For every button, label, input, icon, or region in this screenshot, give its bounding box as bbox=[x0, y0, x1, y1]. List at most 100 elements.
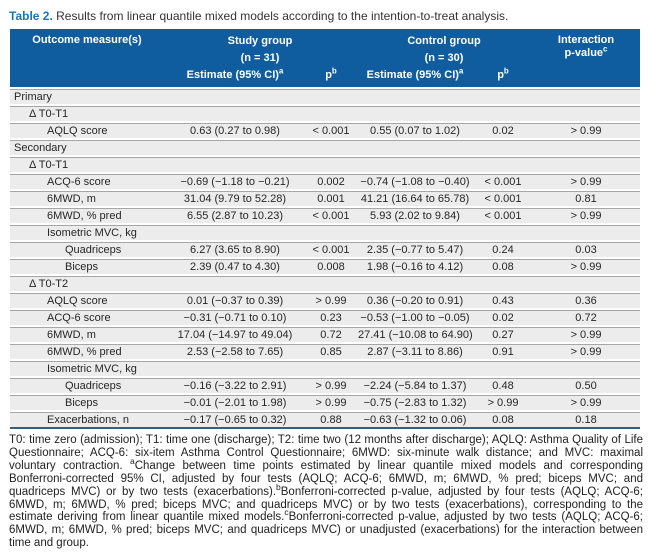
interaction-p-value: > 0.99 bbox=[532, 393, 641, 410]
study-estimate: −0.31 (−0.71 to 0.10) bbox=[164, 308, 306, 325]
col-header-estimate-control: Estimate (95% CI)a bbox=[356, 66, 474, 87]
study-estimate: 6.27 (3.65 to 8.90) bbox=[164, 240, 306, 257]
outcome-label: AQLQ score bbox=[10, 291, 164, 308]
outcome-label: Quadriceps bbox=[10, 376, 164, 393]
outcome-label: Biceps bbox=[10, 257, 164, 274]
study-p-value: 0.002 bbox=[306, 172, 356, 189]
footnote-marker-a: a bbox=[458, 66, 464, 76]
table-section-row: Secondary bbox=[10, 138, 641, 155]
interaction-p-value: > 0.99 bbox=[532, 121, 641, 138]
table-row: 6MWD, m 31.04 (9.79 to 52.28) 0.001 41.21 (… bbox=[10, 189, 641, 206]
interaction-p-value: > 0.99 bbox=[532, 257, 641, 274]
outcome-label: 6MWD, m bbox=[10, 189, 164, 206]
interaction-label-line2: p-valuec bbox=[564, 44, 608, 59]
study-p-value: > 0.99 bbox=[306, 291, 356, 308]
table-section-row: Δ T0-T1 bbox=[10, 155, 641, 172]
section-label: Δ T0-T1 bbox=[10, 104, 641, 121]
control-estimate: −0.53 (−1.00 to −0.05) bbox=[356, 308, 474, 325]
control-p-value: 0.27 bbox=[474, 325, 533, 342]
study-p-value: 0.008 bbox=[306, 257, 356, 274]
control-estimate: −0.75 (−2.83 to 1.32) bbox=[356, 393, 474, 410]
control-p-value: < 0.001 bbox=[474, 206, 533, 223]
control-estimate: 27.41 (−10.08 to 64.90) bbox=[356, 325, 474, 342]
footnote-marker-b: b bbox=[276, 481, 281, 492]
control-p-value: < 0.001 bbox=[474, 172, 533, 189]
footnote-marker-c: c bbox=[603, 44, 608, 54]
table-section-row: Isometric MVC, kg bbox=[10, 359, 641, 376]
outcome-label: ACQ-6 score bbox=[10, 172, 164, 189]
control-estimate: −0.63 (−1.32 to 0.06) bbox=[356, 410, 474, 427]
control-p-value: 0.91 bbox=[474, 342, 533, 359]
table-row: AQLQ score 0.63 (0.27 to 0.98) < 0.001 0.55… bbox=[10, 121, 641, 138]
interaction-p-value: 0.18 bbox=[532, 410, 641, 427]
control-estimate: 5.93 (2.02 to 9.84) bbox=[356, 206, 474, 223]
control-p-value: 0.08 bbox=[474, 257, 533, 274]
study-estimate: −0.17 (−0.65 to 0.32) bbox=[164, 410, 306, 427]
control-p-value: 0.08 bbox=[474, 410, 533, 427]
interaction-p-value: > 0.99 bbox=[532, 172, 641, 189]
study-group-n: (n = 31) bbox=[164, 50, 356, 66]
control-estimate: −0.74 (−1.08 to −0.40) bbox=[356, 172, 474, 189]
interaction-p-value: 0.72 bbox=[532, 308, 641, 325]
section-label: Isometric MVC, kg bbox=[10, 359, 641, 376]
table-caption-text: Results from linear quantile mixed model… bbox=[52, 9, 509, 23]
table-section-row: Δ T0-T1 bbox=[10, 104, 641, 121]
outcome-label: Exacerbations, n bbox=[10, 410, 164, 427]
table-header: Outcome measure(s) Study group Control g… bbox=[10, 29, 641, 87]
table-section-row: Isometric MVC, kg bbox=[10, 223, 641, 240]
outcome-label: 6MWD, m bbox=[10, 325, 164, 342]
section-label: Δ T0-T1 bbox=[10, 155, 641, 172]
footnote-marker-a: a bbox=[278, 66, 284, 76]
study-estimate: 2.39 (0.47 to 4.30) bbox=[164, 257, 306, 274]
interaction-label-line1: Interaction bbox=[557, 34, 615, 46]
table-row: 6MWD, m 17.04 (−14.97 to 49.04) 0.72 27.41 … bbox=[10, 325, 641, 342]
table-row: Biceps 2.39 (0.47 to 4.30) 0.008 1.98 (−0.1… bbox=[10, 257, 641, 274]
study-p-value: 0.88 bbox=[306, 410, 356, 427]
table-row: Quadriceps 6.27 (3.65 to 8.90) < 0.001 2.35… bbox=[10, 240, 641, 257]
control-estimate: 0.36 (−0.20 to 0.91) bbox=[356, 291, 474, 308]
table-number: Table 2. bbox=[9, 9, 53, 23]
interaction-p-value: 0.03 bbox=[532, 240, 641, 257]
col-header-estimate-study: Estimate (95% CI)a bbox=[164, 66, 306, 87]
section-label: Primary bbox=[10, 87, 641, 104]
study-estimate: −0.69 (−1.18 to −0.21) bbox=[164, 172, 306, 189]
control-estimate: 0.55 (0.07 to 1.02) bbox=[356, 121, 474, 138]
study-estimate: 2.53 (−2.58 to 7.65) bbox=[164, 342, 306, 359]
col-header-p-study: pb bbox=[306, 66, 356, 87]
table-row: ACQ-6 score −0.31 (−0.71 to 0.10) 0.23 −0.5… bbox=[10, 308, 641, 325]
table-row: 6MWD, % pred 6.55 (2.87 to 10.23) < 0.001 5… bbox=[10, 206, 641, 223]
study-estimate: 0.63 (0.27 to 0.98) bbox=[164, 121, 306, 138]
table-row: 6MWD, % pred 2.53 (−2.58 to 7.65) 0.85 2.87… bbox=[10, 342, 641, 359]
control-estimate: −2.24 (−5.84 to 1.37) bbox=[356, 376, 474, 393]
table-row: Biceps −0.01 (−2.01 to 1.98) > 0.99 −0.75 (… bbox=[10, 393, 641, 410]
outcome-label: Biceps bbox=[10, 393, 164, 410]
table-footnote: T0: time zero (admission); T1: time one … bbox=[9, 434, 643, 550]
study-estimate: 17.04 (−14.97 to 49.04) bbox=[164, 325, 306, 342]
interaction-p-value: > 0.99 bbox=[532, 206, 641, 223]
control-group-n: (n = 30) bbox=[356, 50, 533, 66]
table-row: ACQ-6 score −0.69 (−1.18 to −0.21) 0.002 −0… bbox=[10, 172, 641, 189]
interaction-p-value: 0.81 bbox=[532, 189, 641, 206]
control-estimate: 41.21 (16.64 to 65.78) bbox=[356, 189, 474, 206]
control-p-value: > 0.99 bbox=[474, 393, 533, 410]
control-estimate: 1.98 (−0.16 to 4.12) bbox=[356, 257, 474, 274]
interaction-p-value: 0.36 bbox=[532, 291, 641, 308]
study-estimate: −0.16 (−3.22 to 2.91) bbox=[164, 376, 306, 393]
interaction-p-value: > 0.99 bbox=[532, 325, 641, 342]
study-estimate: 31.04 (9.79 to 52.28) bbox=[164, 189, 306, 206]
section-label: Δ T0-T2 bbox=[10, 274, 641, 291]
table-caption: Table 2. Results from linear quantile mi… bbox=[9, 9, 642, 24]
interaction-p-value: 0.50 bbox=[532, 376, 641, 393]
outcome-label: AQLQ score bbox=[10, 121, 164, 138]
table-body: Primary Δ T0-T1 AQLQ score 0.63 (0.27 to 0.… bbox=[10, 87, 641, 427]
study-estimate: 0.01 (−0.37 to 0.39) bbox=[164, 291, 306, 308]
study-p-value: 0.85 bbox=[306, 342, 356, 359]
section-label: Isometric MVC, kg bbox=[10, 223, 641, 240]
outcome-label: Quadriceps bbox=[10, 240, 164, 257]
outcome-label: ACQ-6 score bbox=[10, 308, 164, 325]
col-header-p-control: pb bbox=[474, 66, 533, 87]
results-table: Outcome measure(s) Study group Control g… bbox=[10, 29, 641, 429]
outcome-label: 6MWD, % pred bbox=[10, 342, 164, 359]
control-p-value: < 0.001 bbox=[474, 189, 533, 206]
